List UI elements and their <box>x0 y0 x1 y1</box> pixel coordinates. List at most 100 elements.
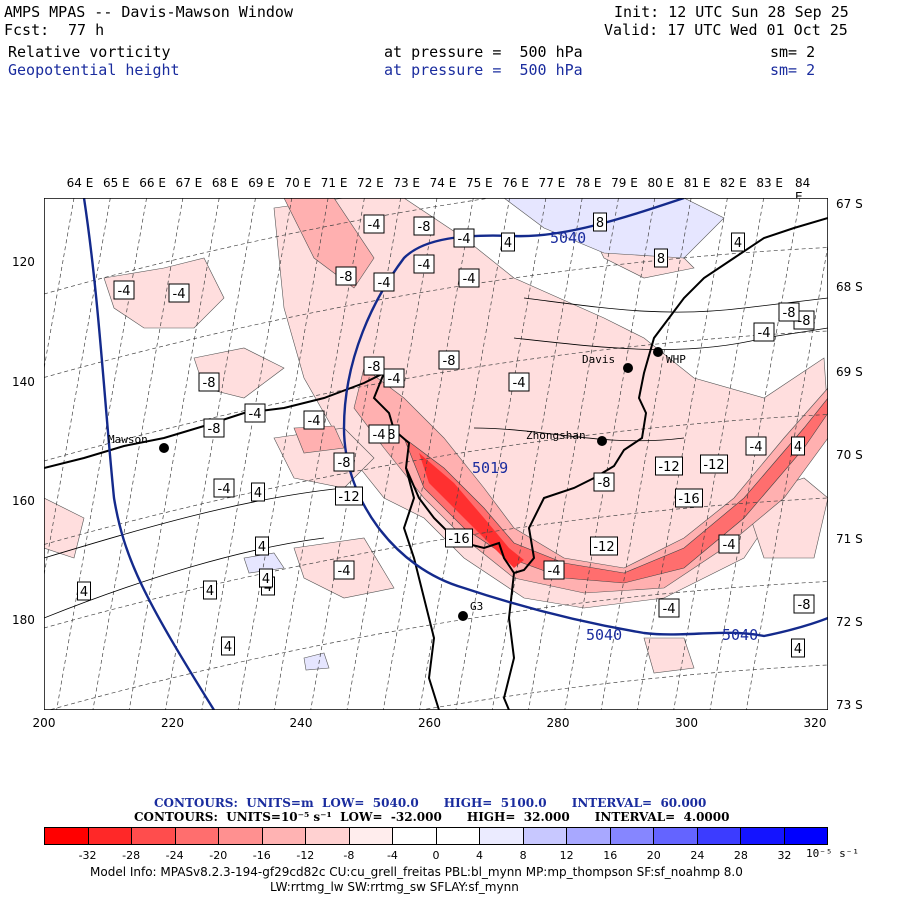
svg-text:4: 4 <box>80 585 88 600</box>
svg-text:-8: -8 <box>798 314 811 329</box>
svg-text:-4: -4 <box>388 372 401 387</box>
longitude-label: 65 E <box>102 176 130 190</box>
vorticity-label: -4 <box>244 403 266 423</box>
svg-text:4: 4 <box>258 540 266 555</box>
forecast-hours: 77 h <box>68 21 105 39</box>
vorticity-label: -4 <box>373 272 395 292</box>
longitude-label: 73 E <box>393 176 421 190</box>
model-info-physics: LW:rrtmg_lw SW:rrtmg_sw SFLAY:sf_mynn <box>270 880 519 894</box>
vorticity-label: -12 <box>700 454 728 474</box>
station-g3 <box>458 611 468 621</box>
longitude-label: 84 E <box>795 176 811 204</box>
vorticity-label: -12 <box>335 486 363 506</box>
vorticity-label: -8 <box>363 356 385 376</box>
colorbar-swatch <box>262 828 306 844</box>
longitude-label: 72 E <box>357 176 384 190</box>
vorticity-contours <box>44 297 828 619</box>
y-tick-label: 180 <box>12 613 35 627</box>
station-label-whp: WHP <box>666 353 686 366</box>
x-tick-label: 200 <box>32 716 56 730</box>
colorbar-swatch <box>88 828 132 844</box>
vorticity-label: 4 <box>791 436 805 456</box>
meridian-line <box>564 198 656 710</box>
colorbar-swatch <box>610 828 654 844</box>
svg-text:4: 4 <box>794 642 802 657</box>
colorbar-tick-label: -32 <box>78 849 97 862</box>
vorticity-label: -4 <box>213 478 235 498</box>
vorticity-label: -4 <box>658 598 680 618</box>
svg-text:8: 8 <box>596 216 604 231</box>
svg-text:-4: -4 <box>663 602 676 617</box>
latitude-label: 67 S <box>836 197 863 211</box>
vorticity-label: 4 <box>251 482 265 502</box>
vorticity-label: -8 <box>203 418 225 438</box>
vorticity-label: -4 <box>168 283 190 303</box>
meridian-line <box>201 198 293 710</box>
colorbar-swatch <box>480 828 524 844</box>
vorticity-label: -8 <box>793 594 815 614</box>
svg-text:-4: -4 <box>750 440 763 455</box>
y-tick-label: 160 <box>12 494 35 508</box>
colorbar-tick-label: 0 <box>432 849 440 862</box>
svg-text:-8: -8 <box>340 270 353 285</box>
svg-text:-4: -4 <box>458 232 471 247</box>
vorticity-label: -4 <box>458 268 480 288</box>
colorbar-tick-label: -24 <box>165 849 184 862</box>
station-label-davis: Davis <box>582 353 616 366</box>
vorticity-label: 4 <box>731 232 745 252</box>
meridian-line <box>346 198 438 710</box>
svg-text:-4: -4 <box>338 564 351 579</box>
vorticity-label: 4 <box>77 581 91 601</box>
svg-text:4: 4 <box>794 440 802 455</box>
meridian-line <box>165 198 256 710</box>
x-tick-label: 220 <box>161 716 184 730</box>
meridian-line <box>528 198 619 710</box>
svg-text:-8: -8 <box>798 598 811 613</box>
field1-level: at pressure = 500 hPa <box>384 43 583 61</box>
longitude-label: 64 E <box>66 176 94 190</box>
vorticity-label: -12 <box>590 536 618 556</box>
colorbar-swatch <box>654 828 698 844</box>
vorticity-label: 4 <box>221 636 235 656</box>
colorbar-swatch <box>132 828 176 844</box>
colorbar-tick-label: -4 <box>386 849 398 862</box>
map-plot: -4-8-4-4-4-8-4-4-4-4-8-8-4-8-4-8-4-8-8-1… <box>44 198 828 710</box>
forecast-label: Fcst: <box>4 21 50 39</box>
meridian-line <box>419 198 510 710</box>
longitude-label: 66 E <box>139 176 166 190</box>
meridian-line <box>128 198 220 710</box>
svg-text:-4: -4 <box>418 258 431 273</box>
svg-text:-8: -8 <box>418 220 431 235</box>
longitude-label: 76 E <box>502 176 529 190</box>
vorticity-label: -4 <box>508 372 530 392</box>
colorbar-swatch <box>741 828 785 844</box>
longitude-label: 67 E <box>175 176 203 190</box>
svg-text:-8: -8 <box>598 476 611 491</box>
colorbar-swatch <box>306 828 350 844</box>
x-tick-label: 280 <box>546 716 570 730</box>
field2-smoothing: sm= 2 <box>770 61 816 79</box>
height-label: 5040 <box>550 229 587 247</box>
colorbar-tick-label: -28 <box>122 849 141 862</box>
parallel-line <box>44 198 493 295</box>
colorbar-tick-label: 24 <box>690 849 705 862</box>
init-time: Init: 12 UTC Sun 28 Sep 25 <box>614 3 849 21</box>
colorbar-swatch <box>523 828 567 844</box>
svg-text:8: 8 <box>657 252 665 267</box>
vorticity-label: -8 <box>333 452 355 472</box>
svg-text:-4: -4 <box>218 482 231 497</box>
station-whp <box>653 347 663 357</box>
meridian-line <box>92 198 184 710</box>
vorticity-label: -4 <box>383 368 405 388</box>
y-tick-label: 140 <box>12 375 35 389</box>
latitude-label: 72 S <box>836 615 863 629</box>
colorbar-swatch <box>393 828 437 844</box>
station-label-g3: G3 <box>470 600 484 613</box>
vorticity-label: 8 <box>593 212 607 232</box>
latitude-label: 69 S <box>836 365 863 379</box>
longitude-label: 79 E <box>611 176 638 190</box>
meridian-line <box>44 198 75 371</box>
x-tick-label: 300 <box>675 716 698 730</box>
vorticity-shading-core <box>419 453 524 568</box>
x-tick-label: 260 <box>418 716 441 730</box>
